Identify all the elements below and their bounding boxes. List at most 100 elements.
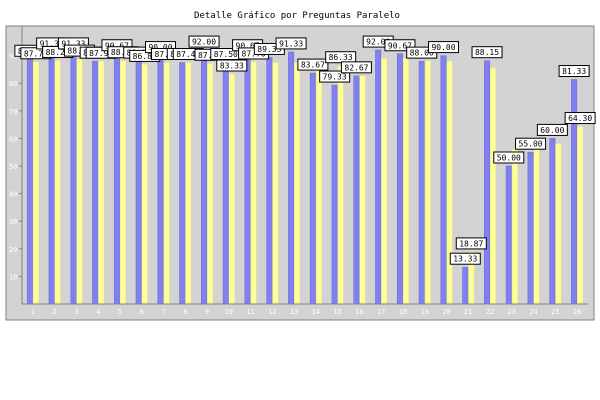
bar-s2-11: [250, 61, 257, 305]
data-label: 90.67: [384, 39, 416, 52]
data-label-text: 50.00: [497, 154, 521, 163]
data-label: 91.33: [275, 37, 307, 50]
bar-s2-17: [381, 58, 388, 305]
bar-s1-23: [505, 165, 512, 305]
data-label-box: [340, 61, 372, 74]
data-label-text: 87.50: [154, 50, 178, 59]
bar-s1-20: [440, 55, 447, 305]
data-label-text: 79.33: [323, 73, 347, 82]
bar-s2-3: [76, 58, 83, 305]
bars: [26, 49, 584, 305]
bar-s1-6: [135, 60, 142, 305]
data-label-box: [275, 37, 307, 50]
bar-s1-7: [157, 55, 164, 305]
x-tick-label: 23: [508, 308, 516, 316]
bar-s1-18: [396, 53, 403, 305]
data-label: 86.33: [325, 51, 357, 64]
bar-s1-13: [288, 51, 295, 305]
data-label-text: 90.67: [105, 41, 129, 50]
bar-s1-4: [92, 60, 99, 305]
bar-s2-22: [490, 67, 497, 305]
bar-s2-13: [294, 62, 301, 305]
data-label-text: 91.33: [279, 39, 303, 48]
x-tick-label: 13: [290, 308, 298, 316]
bar-s1-17: [375, 49, 382, 305]
bar-s2-10: [228, 73, 235, 305]
data-label-text: 92.00: [192, 38, 216, 47]
data-label: 83.67: [297, 58, 329, 71]
data-label-text: 90.00: [431, 43, 455, 52]
y-tick-label: 40: [9, 191, 17, 199]
data-label-text: 91.33: [61, 39, 85, 48]
x-tick-label: 3: [74, 308, 78, 316]
data-label-text: 64.30: [568, 114, 592, 123]
data-label-text: 82.67: [344, 63, 368, 72]
x-tick-label: 2: [53, 308, 57, 316]
bar-s1-22: [484, 60, 491, 305]
x-tick-label: 8: [183, 308, 187, 316]
x-tick-label: 16: [355, 308, 363, 316]
bar-s2-5: [119, 60, 126, 305]
bar-s1-3: [70, 51, 77, 305]
data-label: 13.33: [449, 252, 481, 265]
y-tick-label: 20: [9, 246, 17, 254]
bar-s1-5: [113, 53, 120, 305]
bar-s1-2: [48, 51, 55, 305]
data-label-text: 87.77: [24, 49, 48, 58]
x-tick-label: 25: [551, 308, 559, 316]
data-label-text: 88.24: [46, 48, 70, 57]
data-label-box: [515, 137, 547, 150]
data-label-text: 92.00: [366, 38, 390, 47]
data-label-box: [384, 39, 416, 52]
bar-s2-18: [402, 58, 409, 305]
data-label: 90.00: [428, 41, 459, 54]
data-label-text: 55.00: [519, 140, 543, 149]
data-label: 18.87: [455, 237, 487, 250]
bar-s1-14: [309, 72, 316, 305]
x-tick-label: 5: [118, 308, 122, 316]
bar-s1-16: [353, 75, 360, 305]
bar-s1-25: [549, 138, 556, 305]
x-tick-label: 18: [399, 308, 407, 316]
data-label: 81.33: [558, 65, 590, 78]
data-label-text: 83.67: [301, 61, 325, 70]
data-label: 55.00: [515, 137, 547, 150]
data-label-text: 60.00: [540, 126, 564, 135]
data-label-text: 88.15: [475, 48, 499, 57]
data-label-text: 87.50: [214, 50, 238, 59]
bar-s2-26: [577, 126, 584, 305]
data-label-box: [455, 237, 487, 250]
data-label-box: [471, 46, 503, 59]
x-tick-label: 19: [421, 308, 429, 316]
x-tick-label: 10: [225, 308, 233, 316]
data-label: 79.33: [319, 70, 351, 83]
bar-s1-11: [244, 53, 251, 305]
data-label: 92.00: [188, 35, 220, 48]
data-label-text: 87.49: [176, 50, 200, 59]
x-tick-label: 6: [140, 308, 144, 316]
x-tick-label: 12: [268, 308, 276, 316]
bar-s2-24: [533, 138, 540, 305]
x-tick-label: 20: [442, 308, 450, 316]
data-label: 82.67: [340, 61, 372, 74]
x-tick-label: 26: [573, 308, 581, 316]
data-label-box: [564, 112, 596, 125]
x-tick-label: 7: [161, 308, 165, 316]
data-label-text: 86.81: [133, 52, 157, 61]
x-tick-label: 17: [377, 308, 385, 316]
data-label-text: 83.33: [220, 62, 244, 71]
bar-s2-19: [424, 60, 431, 305]
bar-s2-16: [359, 75, 366, 305]
data-labels: 88.6787.7791.3388.2491.3388.7388.0087.95…: [14, 35, 596, 265]
bar-s1-10: [222, 62, 229, 305]
x-tick-label: 21: [464, 308, 472, 316]
y-tick-label: 50: [9, 163, 17, 171]
x-tick-label: 14: [312, 308, 320, 316]
bar-s1-24: [527, 151, 534, 305]
chart-title: Detalle Gráfico por Preguntas Paralelo: [194, 11, 400, 21]
bar-s1-1: [26, 59, 33, 305]
bar-s1-9: [201, 49, 208, 305]
data-label-box: [216, 59, 248, 72]
y-tick-label: 30: [9, 218, 17, 226]
